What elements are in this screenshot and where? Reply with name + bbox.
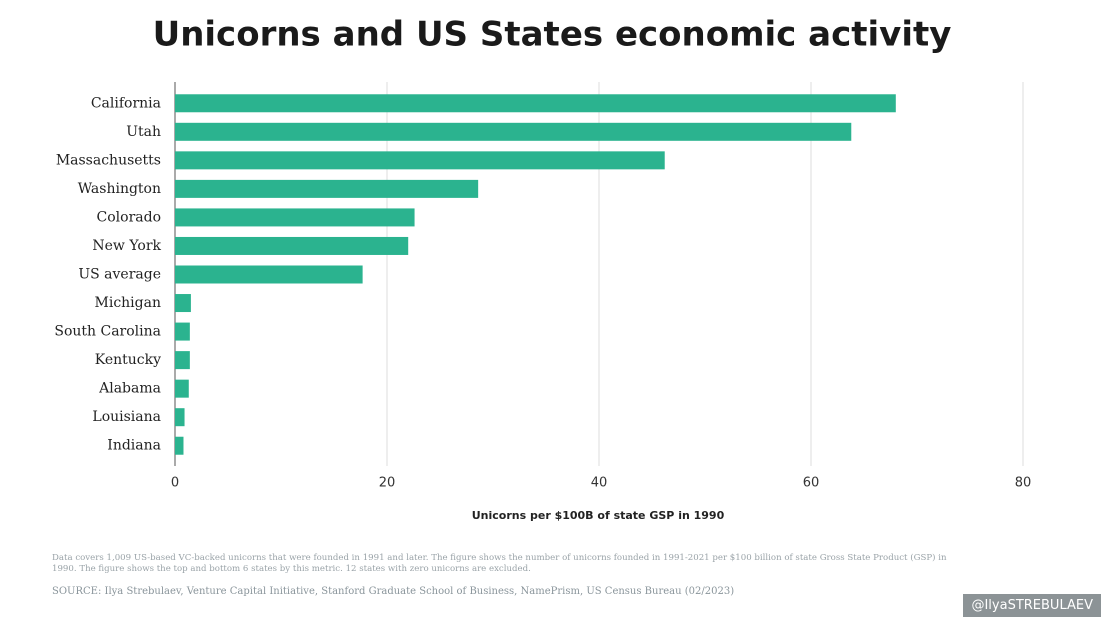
y-tick-label: Michigan [95, 295, 161, 311]
bar [175, 236, 409, 255]
bar [175, 179, 479, 198]
y-tick-label: Alabama [98, 381, 161, 397]
y-tick-label: California [91, 95, 161, 111]
bar [175, 322, 190, 341]
bar [175, 122, 852, 141]
y-tick-label: Utah [126, 124, 161, 140]
bar [175, 265, 363, 284]
bar [175, 94, 896, 113]
x-tick-label: 80 [1015, 476, 1032, 491]
footnote: Data covers 1,009 US-based VC-backed uni… [52, 553, 947, 574]
source: SOURCE: Ilya Strebulaev, Venture Capital… [52, 586, 735, 597]
y-tick-label: Louisiana [92, 409, 161, 425]
bar [175, 351, 190, 370]
x-tick-label: 60 [803, 476, 820, 491]
y-tick-label: US average [78, 267, 161, 283]
bar [175, 208, 415, 227]
bar [175, 408, 185, 427]
watermark: @IlyaSTREBULAEV [963, 594, 1101, 617]
x-tick-label: 40 [591, 476, 608, 491]
y-tick-label: South Carolina [54, 324, 161, 340]
chart-title: Unicorns and US States economic activity [153, 15, 952, 55]
y-tick-label: Colorado [97, 209, 161, 225]
y-tick-label: New York [92, 238, 161, 254]
bar [175, 151, 665, 170]
x-tick-label: 0 [171, 476, 179, 491]
bar [175, 379, 189, 398]
y-tick-label: Kentucky [95, 352, 161, 368]
bar [175, 294, 191, 313]
y-tick-label: Indiana [107, 438, 161, 454]
y-tick-label: Massachusetts [56, 152, 161, 168]
x-axis-label: Unicorns per $100B of state GSP in 1990 [472, 509, 725, 522]
bar [175, 436, 184, 455]
y-tick-label: Washington [78, 181, 161, 197]
x-tick-label: 20 [379, 476, 396, 491]
